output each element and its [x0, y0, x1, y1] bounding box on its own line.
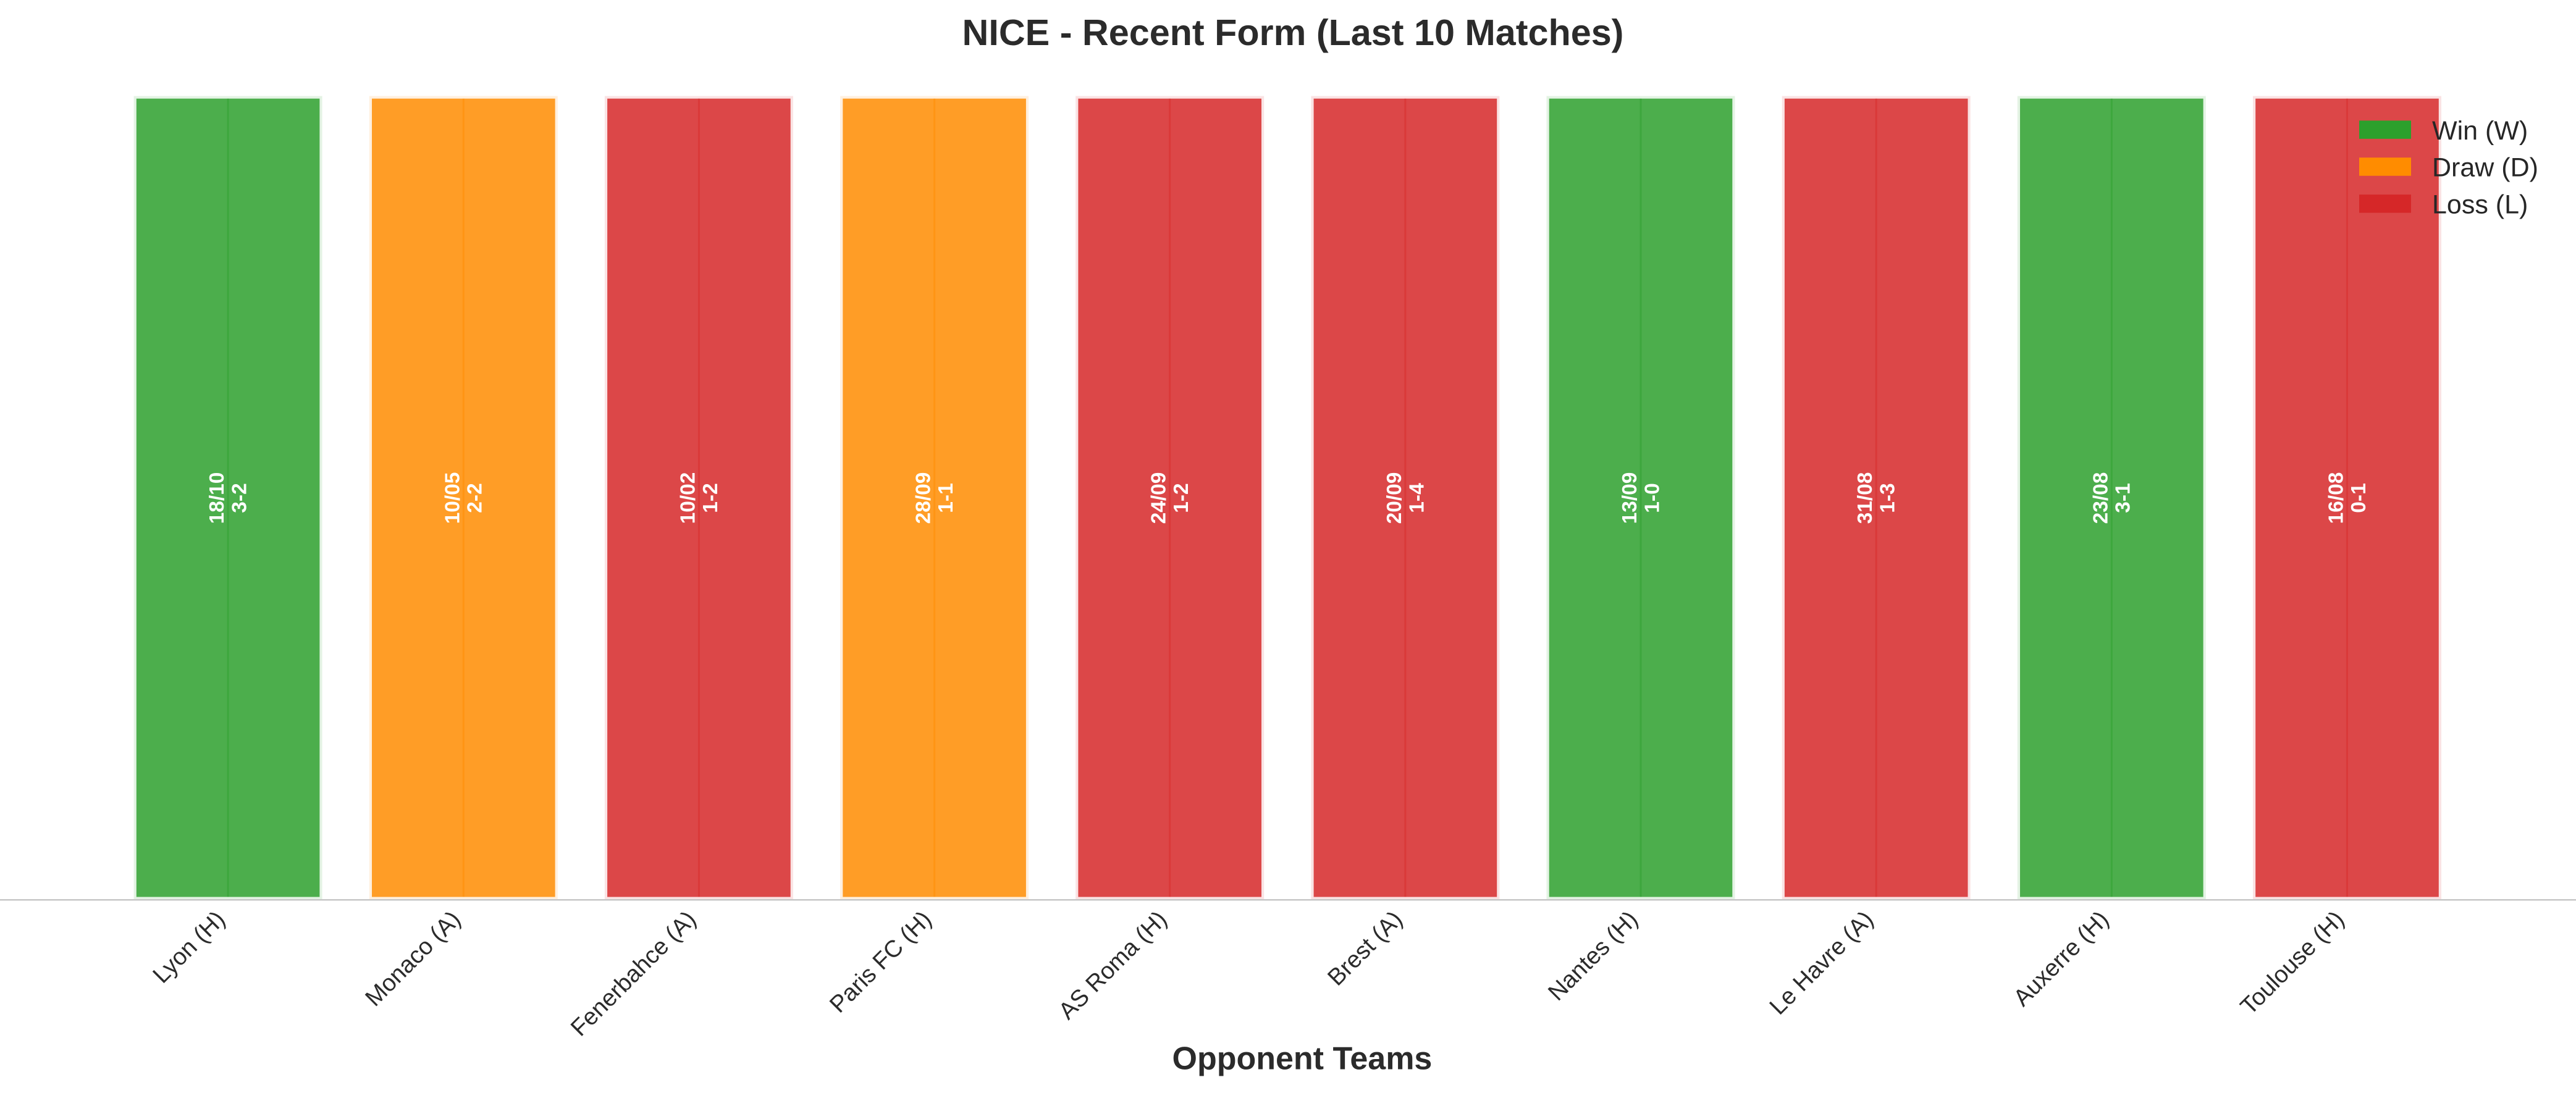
- svg-text:20/09: 20/09: [1383, 472, 1406, 524]
- svg-text:Draw (D): Draw (D): [2432, 153, 2538, 183]
- svg-text:16/08: 16/08: [2325, 472, 2348, 524]
- svg-text:2-2: 2-2: [464, 483, 487, 513]
- svg-text:23/08: 23/08: [2089, 472, 2112, 524]
- svg-text:1-2: 1-2: [699, 483, 722, 513]
- svg-text:1-2: 1-2: [1170, 483, 1193, 513]
- svg-text:31/08: 31/08: [1854, 472, 1877, 524]
- svg-text:1-4: 1-4: [1405, 483, 1428, 513]
- svg-text:28/09: 28/09: [912, 472, 935, 524]
- svg-text:10/02: 10/02: [676, 472, 699, 524]
- svg-text:1-1: 1-1: [935, 483, 958, 513]
- svg-text:3-2: 3-2: [229, 483, 251, 513]
- svg-text:24/09: 24/09: [1148, 472, 1171, 524]
- svg-text:18/10: 18/10: [206, 472, 229, 524]
- svg-text:13/09: 13/09: [1618, 472, 1641, 524]
- svg-text:1-3: 1-3: [1877, 483, 1900, 513]
- svg-text:3-1: 3-1: [2112, 483, 2135, 513]
- svg-text:1-0: 1-0: [1641, 483, 1664, 513]
- svg-text:Win (W): Win (W): [2432, 116, 2528, 146]
- svg-text:Loss (L): Loss (L): [2432, 190, 2528, 220]
- svg-text:10/05: 10/05: [441, 472, 464, 524]
- svg-text:NICE - Recent Form (Last 10 Ma: NICE - Recent Form (Last 10 Matches): [962, 12, 1624, 53]
- svg-text:0-1: 0-1: [2347, 483, 2370, 513]
- svg-text:Opponent Teams: Opponent Teams: [1172, 1041, 1433, 1077]
